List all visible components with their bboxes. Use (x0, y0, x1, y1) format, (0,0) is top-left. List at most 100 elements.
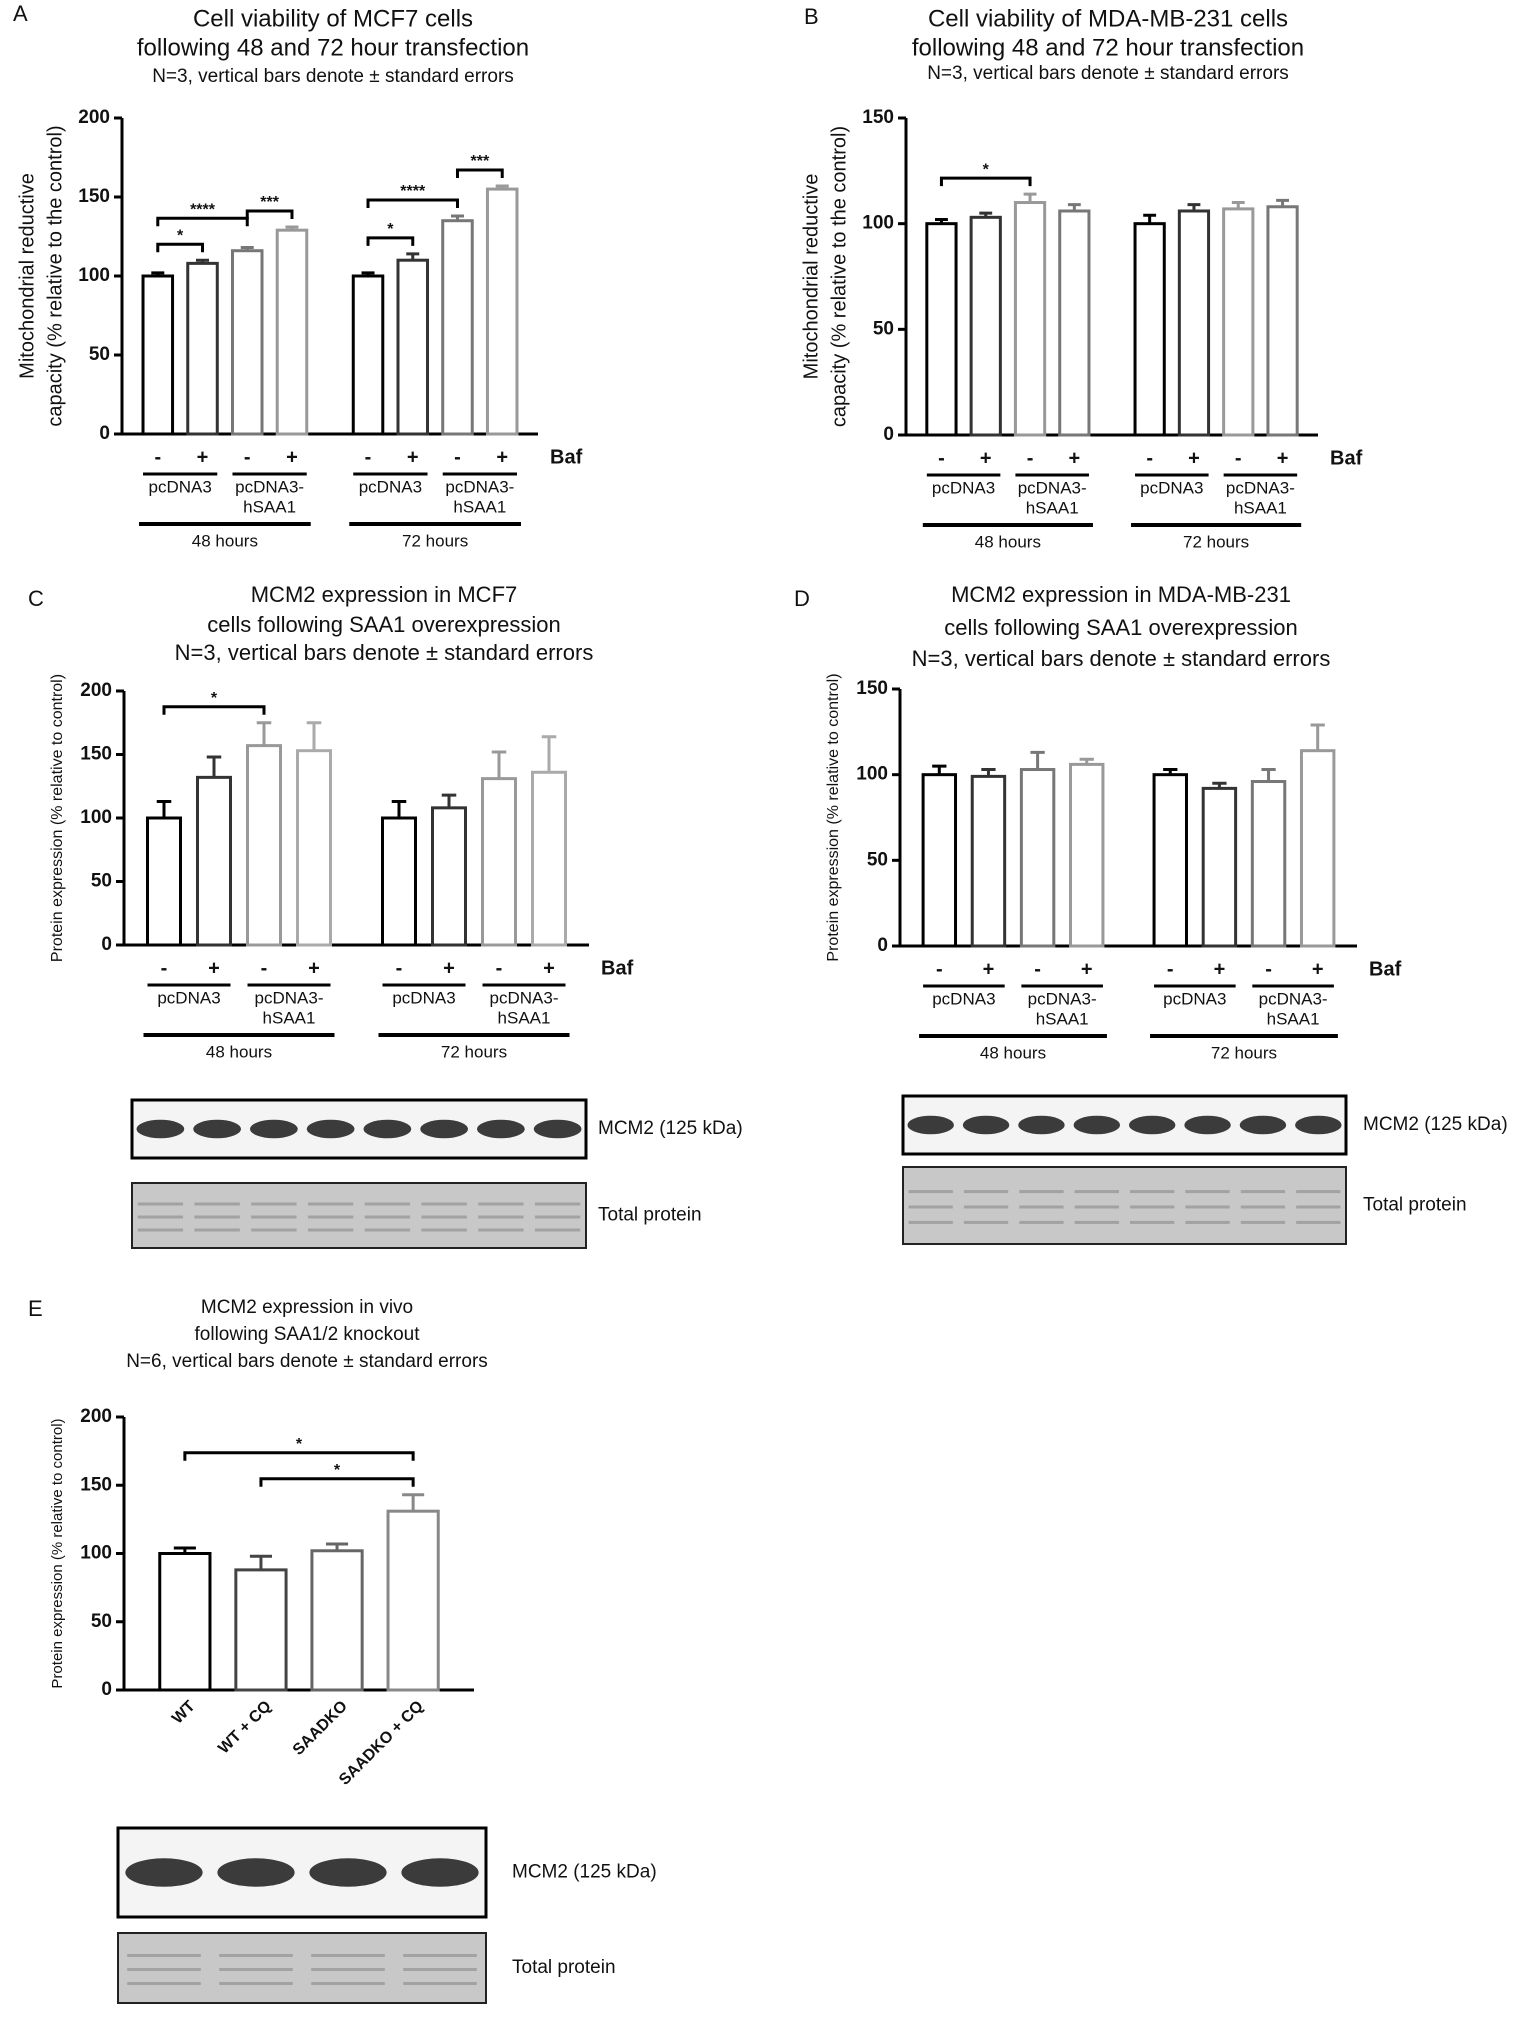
protein-lane (251, 1202, 297, 1206)
protein-lane (1240, 1205, 1286, 1209)
chart-subtitle: N=3, vertical bars denote ± standard err… (927, 63, 1289, 84)
bar (351, 274, 385, 436)
x-tick-label: + (983, 958, 995, 980)
x-tick-label: + (1081, 958, 1093, 980)
protein-lane (421, 1228, 467, 1232)
x-tick-label: - (365, 446, 372, 468)
bar (246, 744, 282, 947)
x-tick-label: SAADKO (290, 1698, 351, 1759)
y-axis-label: capacity (% relative to the control) (44, 125, 66, 426)
error-bar (495, 184, 509, 190)
error-bar (441, 793, 457, 808)
significance-bracket (455, 168, 504, 178)
protein-lane (1240, 1190, 1286, 1194)
error-bar (1079, 757, 1094, 765)
error-bar (932, 764, 947, 775)
error-bar (402, 1493, 425, 1512)
significance-label: * (334, 1462, 341, 1479)
bar (386, 1509, 440, 1692)
y-tick-label: 200 (78, 107, 110, 128)
bar (1058, 209, 1091, 437)
protein-lane (1296, 1190, 1341, 1194)
group-label: pcDNA3- (445, 477, 514, 496)
x-tick-label: - (154, 446, 161, 468)
bar (1250, 780, 1287, 948)
blot-band (1239, 1115, 1287, 1135)
protein-lane (219, 1982, 293, 1985)
significance-bracket (939, 176, 1032, 187)
protein-lane (364, 1228, 411, 1232)
protein-lane (364, 1215, 411, 1219)
blot-label: Total protein (512, 1957, 616, 1978)
bar (1069, 762, 1105, 948)
blot-label: Total protein (1363, 1195, 1467, 1216)
x-tick-label: - (1265, 958, 1272, 980)
error-bar (391, 799, 407, 818)
error-bar (1067, 203, 1081, 211)
bar (970, 774, 1007, 948)
x-tick-label: + (1312, 958, 1324, 980)
blot-band (1295, 1115, 1342, 1135)
protein-lane (219, 1954, 293, 1957)
protein-lane (1019, 1190, 1064, 1194)
y-tick-label: 150 (80, 744, 112, 765)
bar (1013, 201, 1047, 437)
time-label: 48 hours (192, 531, 258, 550)
bar (1201, 786, 1238, 948)
x-tick-label: - (161, 957, 168, 979)
chart-subtitle: N=3, vertical bars denote ± standard err… (912, 646, 1331, 671)
bar (296, 749, 332, 947)
error-bar (256, 721, 272, 746)
bar (275, 228, 309, 436)
y-axis-label: Protein expression (% relative to contro… (825, 673, 842, 961)
significance-bracket (366, 198, 459, 208)
chart-title: Cell viability of MCF7 cells (193, 5, 473, 32)
error-bar (156, 799, 172, 818)
protein-lane (127, 1982, 201, 1985)
protein-lane (251, 1228, 297, 1232)
chart-title: MCM2 expression in vivo (201, 1297, 413, 1318)
error-bar (1310, 723, 1325, 751)
x-tick-label: + (197, 446, 209, 468)
blot-band (420, 1119, 468, 1139)
protein-lane (137, 1215, 184, 1219)
significance-bracket (183, 1451, 415, 1461)
error-bar (151, 271, 165, 276)
bar (234, 1568, 288, 1692)
group-label: hSAA1 (453, 497, 506, 516)
blot-band (306, 1119, 355, 1139)
significance-bracket (366, 236, 415, 246)
y-tick-label: 0 (877, 935, 888, 956)
error-bar (1030, 750, 1045, 770)
protein-lane (1074, 1190, 1119, 1194)
y-tick-label: 50 (867, 849, 888, 870)
bar (1266, 205, 1299, 437)
chart-title: following 48 and 72 hour transfection (912, 34, 1304, 61)
error-bar (541, 735, 557, 773)
error-bar (173, 1546, 196, 1554)
significance-label: * (296, 1436, 303, 1453)
protein-lane (1074, 1205, 1119, 1209)
protein-lane (1240, 1220, 1286, 1224)
panel-letter: C (28, 586, 44, 611)
protein-lane (1130, 1220, 1175, 1224)
x-tick-label: + (308, 957, 320, 979)
y-tick-label: 100 (80, 807, 112, 828)
protein-lane (403, 1982, 477, 1985)
y-tick-label: 100 (80, 1543, 112, 1564)
bar (310, 1549, 364, 1692)
protein-lane (137, 1228, 184, 1232)
y-axis-label: Protein expression (% relative to contro… (49, 674, 66, 962)
error-bar (406, 252, 420, 261)
bar (485, 187, 519, 436)
blot-band (401, 1858, 479, 1887)
significance-bracket (162, 705, 266, 715)
error-bar (325, 1542, 349, 1551)
blot-band (533, 1119, 582, 1139)
protein-lane (908, 1190, 953, 1194)
panel-letter: D (794, 586, 810, 611)
protein-lane (311, 1954, 385, 1957)
significance-bracket (245, 209, 294, 220)
y-tick-label: 50 (91, 1611, 112, 1632)
significance-label: * (983, 161, 990, 178)
